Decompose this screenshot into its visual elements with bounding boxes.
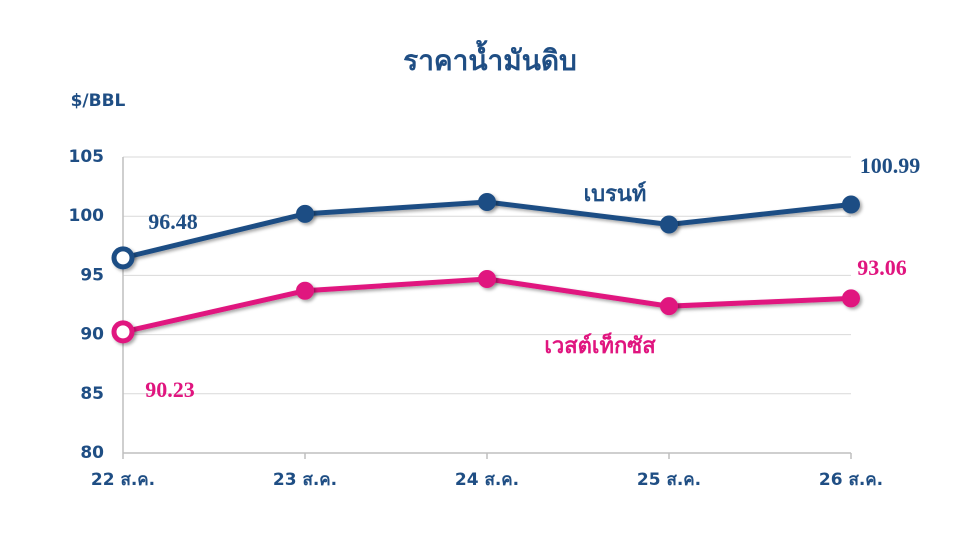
point: [478, 269, 496, 288]
series-name: เบรนท์: [584, 181, 647, 207]
point: [296, 204, 314, 223]
data-label: 93.06: [857, 255, 907, 280]
x-tick-label: 25 ส.ค.: [637, 470, 701, 490]
point: [478, 192, 496, 211]
y-axis-label: $/BBL: [71, 91, 126, 111]
x-tick-label: 22 ส.ค.: [91, 470, 155, 490]
point: [111, 320, 135, 344]
data-label: 100.99: [860, 153, 921, 178]
data-label: 90.23: [145, 377, 195, 402]
x-tick-label: 26 ส.ค.: [819, 470, 883, 490]
point: [842, 289, 860, 308]
y-tick-label: 80: [80, 443, 104, 463]
series-name: เวสต์เท็กซัส: [544, 331, 656, 359]
point: [660, 215, 678, 234]
y-tick-label: 95: [80, 265, 104, 285]
point: [111, 246, 135, 270]
data-label: 96.48: [148, 209, 198, 234]
x-tick-label: 23 ส.ค.: [273, 470, 337, 490]
point: [660, 297, 678, 316]
point: [296, 281, 314, 300]
y-tick-label: 105: [69, 147, 105, 167]
x-tick-label: 24 ส.ค.: [455, 470, 519, 490]
y-tick-label: 90: [80, 325, 104, 345]
y-tick-label: 85: [80, 384, 104, 404]
chart-title: ราคาน้ำมันดิบ: [403, 39, 577, 77]
point: [842, 195, 860, 214]
y-tick-label: 100: [69, 206, 105, 226]
